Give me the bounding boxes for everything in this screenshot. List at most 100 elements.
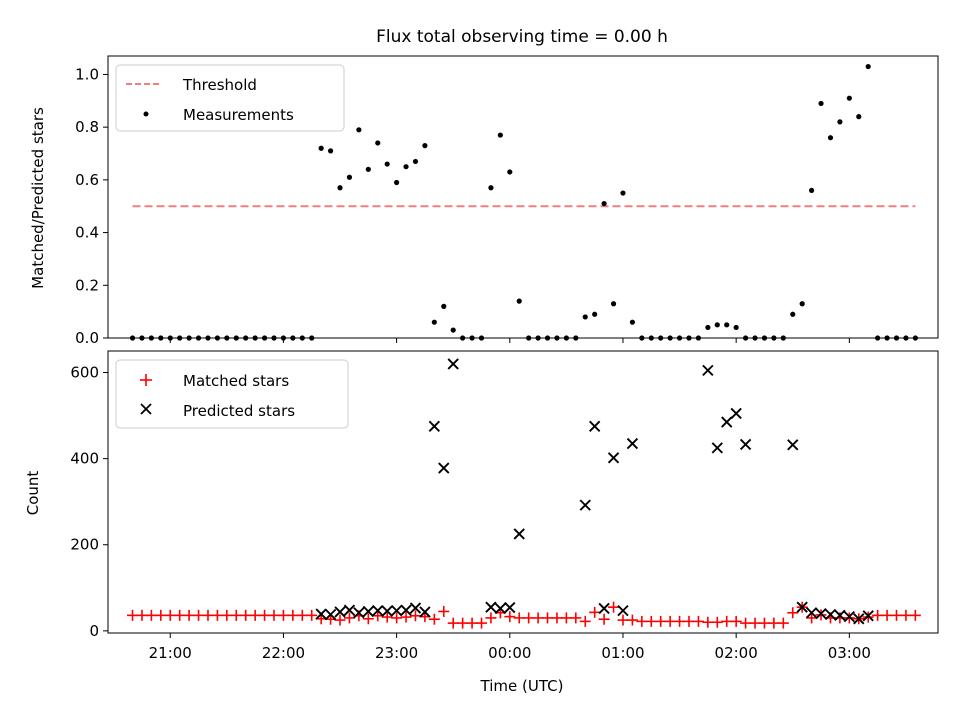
matched-star-point xyxy=(655,615,667,627)
matched-star-point xyxy=(608,601,620,613)
predicted-star-point xyxy=(390,604,403,617)
predicted-star-point xyxy=(334,606,346,618)
matched-star-point xyxy=(476,617,487,629)
matched-star-point xyxy=(664,615,676,627)
legend-box-top xyxy=(115,64,345,132)
measurement-point xyxy=(667,335,673,341)
measurement-point xyxy=(158,335,164,341)
x-tick-label: 02:00 xyxy=(715,644,758,662)
measurement-point xyxy=(573,335,579,341)
legend-measurements-swatch xyxy=(143,111,149,117)
predicted-star-point xyxy=(324,608,337,621)
measurement-point xyxy=(846,95,852,101)
predicted-star-point xyxy=(815,607,827,620)
measurement-point xyxy=(224,335,230,341)
matched-star-point xyxy=(277,609,289,621)
matched-star-point xyxy=(645,615,657,627)
measurement-point xyxy=(714,322,720,328)
y-tick-label: 0.0 xyxy=(75,329,99,347)
measurement-point xyxy=(214,335,221,341)
matched-star-point xyxy=(164,609,176,621)
measurement-point xyxy=(884,335,890,341)
measurement-point xyxy=(195,335,202,341)
measurement-point xyxy=(676,335,683,341)
measurement-point xyxy=(554,335,560,341)
predicted-star-point xyxy=(315,608,327,620)
measurement-point xyxy=(733,324,739,331)
measurement-point xyxy=(620,190,626,196)
y-axis-label-top: Matched/Predicted stars xyxy=(29,107,47,289)
matched-star-point xyxy=(749,617,761,629)
measurement-point xyxy=(875,335,881,341)
legend-threshold-label: Threshold xyxy=(182,76,257,94)
matched-star-point xyxy=(438,605,450,617)
matched-star-point xyxy=(721,615,733,627)
y-axis-ticks-top: 0.0 0.2 0.4 0.6 0.8 1.0 xyxy=(75,65,108,347)
predicted-star-point xyxy=(372,604,384,617)
matched-star-point xyxy=(183,609,195,621)
matched-star-point xyxy=(211,609,223,621)
measurement-point xyxy=(724,322,730,328)
measurement-point xyxy=(488,185,494,191)
matched-star-point xyxy=(466,617,478,629)
matched-star-point xyxy=(457,617,469,629)
predicted-star-point xyxy=(447,358,459,370)
measurement-point xyxy=(337,185,343,191)
matched-star-point xyxy=(740,617,752,629)
matched-star-point xyxy=(400,611,412,623)
y-tick-label: 600 xyxy=(70,364,99,382)
legend-bottom: Matched stars Predicted stars xyxy=(115,359,349,429)
matched-star-point xyxy=(504,611,516,623)
measurement-point xyxy=(535,335,541,341)
matched-star-point xyxy=(174,609,186,621)
matched-star-point xyxy=(806,612,818,624)
matched-star-point xyxy=(702,616,714,628)
predicted-star-point xyxy=(343,604,356,616)
matched-star-point xyxy=(598,613,610,625)
legend-matched-swatch xyxy=(140,374,152,386)
measurement-point xyxy=(252,335,258,341)
measurement-point xyxy=(582,314,588,320)
measurement-point xyxy=(271,335,277,341)
measurement-point xyxy=(497,132,503,138)
predicted-star-point xyxy=(428,420,441,433)
matched-star-point xyxy=(589,606,601,618)
measurement-point xyxy=(129,335,136,341)
matched-star-point xyxy=(409,610,421,622)
predicted-star-point xyxy=(862,610,874,622)
predicted-star-point xyxy=(579,499,591,511)
x-tick-label: 23:00 xyxy=(375,644,418,662)
measurement-point xyxy=(752,335,758,341)
predicted-star-point xyxy=(513,528,525,540)
measurement-point xyxy=(431,319,437,325)
matched-star-point xyxy=(259,609,271,621)
predicted-star-point xyxy=(362,605,374,618)
measurement-point xyxy=(799,301,805,307)
measurement-point xyxy=(790,311,796,317)
measurement-point xyxy=(412,158,419,165)
x-tick-label: 03:00 xyxy=(828,644,871,662)
measurement-point xyxy=(771,335,777,341)
y-tick-label: 0.4 xyxy=(75,224,99,242)
matched-star-point xyxy=(391,612,403,624)
matched-star-point xyxy=(523,612,535,624)
predicted-star-point xyxy=(607,452,620,464)
matched-star-point xyxy=(626,614,638,626)
legend-measurements-label: Measurements xyxy=(183,106,294,124)
measurement-point xyxy=(610,301,617,307)
matched-star-point xyxy=(306,609,318,621)
matched-star-point xyxy=(230,609,242,621)
predicted-star-point xyxy=(589,420,601,433)
predicted-star-point xyxy=(504,601,516,614)
panel-ratio: 0.0 0.2 0.4 0.6 0.8 1.0 Matched/Predicted sta… xyxy=(29,55,939,347)
matched-star-point xyxy=(372,610,384,622)
count-series-layer xyxy=(127,358,921,629)
matched-star-point xyxy=(579,615,591,627)
matched-star-point xyxy=(909,609,921,621)
x-axis-label: Time (UTC) xyxy=(480,677,564,695)
y-axis-label-bottom: Count xyxy=(24,471,42,516)
measurement-point xyxy=(544,335,551,341)
matched-star-point xyxy=(551,612,563,624)
panel-counts: 0 200 400 600 21:00 22:00 23:00 00:00 01:00 02:0… xyxy=(24,350,939,695)
measurement-point xyxy=(233,335,239,341)
